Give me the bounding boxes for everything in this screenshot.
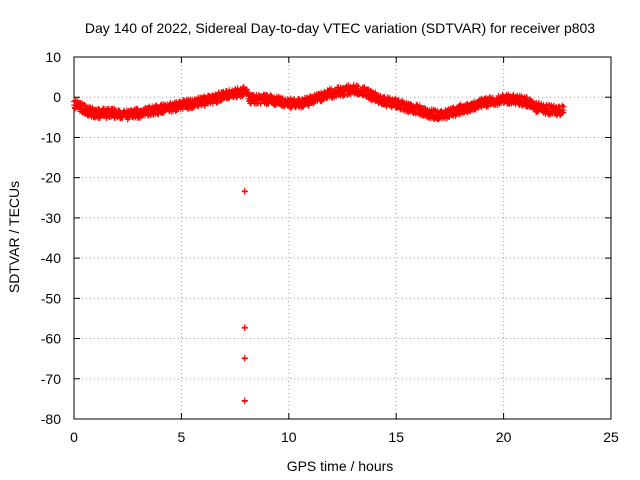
chart-title: Day 140 of 2022, Sidereal Day-to-day VTE… <box>85 20 595 36</box>
outlier-points <box>241 187 248 405</box>
plot-frame <box>73 56 612 420</box>
data-point <box>560 103 567 110</box>
main-band-points <box>71 82 567 123</box>
y-tick-label: -20 <box>41 170 61 186</box>
x-tick-label: 15 <box>388 429 404 445</box>
data-point <box>355 83 362 90</box>
data-point <box>523 94 530 101</box>
data-point <box>456 111 463 118</box>
data-points <box>71 82 567 405</box>
data-point <box>241 355 248 362</box>
data-point <box>81 102 88 109</box>
x-tick-label: 5 <box>178 429 186 445</box>
y-tick-label: -60 <box>41 331 61 347</box>
x-tick-labels: 0 5 10 15 20 25 <box>70 429 619 445</box>
y-tick-labels: 10 0 -10 -20 -30 -40 -50 -60 -70 -80 <box>41 49 61 427</box>
y-tick-label: -80 <box>41 411 61 427</box>
y-tick-label: -70 <box>41 371 61 387</box>
y-tick-label: -10 <box>41 129 61 145</box>
y-axis-label: SDTVAR / TECUs <box>6 181 22 293</box>
data-point <box>217 97 224 104</box>
data-point <box>241 398 248 405</box>
y-tick-label: -30 <box>41 210 61 226</box>
x-tick-label: 20 <box>496 429 512 445</box>
data-point <box>239 93 246 100</box>
data-point <box>96 115 103 122</box>
y-tick-label: -40 <box>41 250 61 266</box>
x-tick-label: 10 <box>281 429 297 445</box>
axis-ticks <box>73 56 612 420</box>
data-point <box>241 325 248 332</box>
x-tick-label: 0 <box>70 429 78 445</box>
data-point <box>241 188 248 195</box>
x-tick-label: 25 <box>603 429 619 445</box>
x-axis-label: GPS time / hours <box>287 458 394 474</box>
grid-lines <box>74 57 611 419</box>
data-point <box>209 100 216 107</box>
y-tick-label: 0 <box>53 89 61 105</box>
y-tick-label: -50 <box>41 290 61 306</box>
y-tick-label: 10 <box>45 49 61 65</box>
